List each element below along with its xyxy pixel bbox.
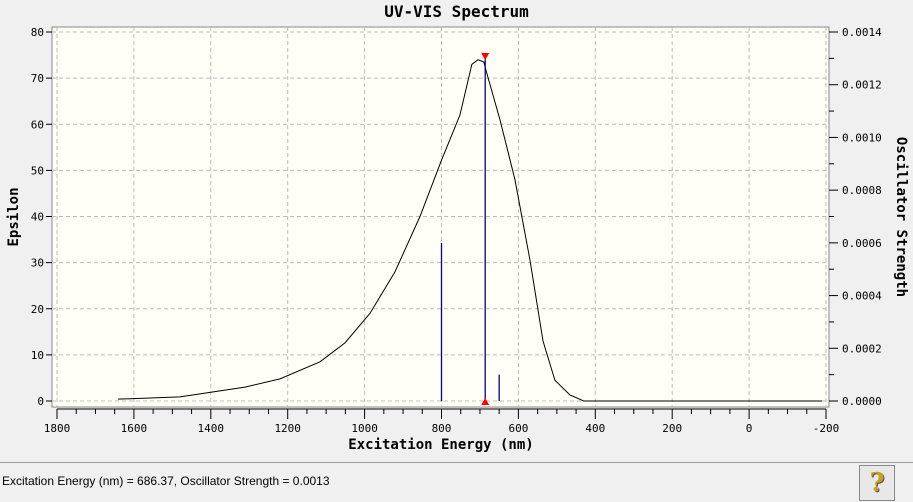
- y-tick-label: 70: [31, 72, 44, 85]
- x-tick-label: 400: [585, 422, 605, 435]
- y2-tick-label: 0.0006: [842, 237, 882, 250]
- x-tick-label: 1600: [121, 422, 148, 435]
- y-tick-label: 60: [31, 118, 44, 131]
- y2-tick-label: 0.0004: [842, 290, 882, 303]
- y2-tick-label: 0.0000: [842, 395, 882, 408]
- y2-tick-label: 0.0014: [842, 26, 882, 39]
- y2-tick-label: 0.0010: [842, 131, 882, 144]
- chart-title: UV-VIS Spectrum: [384, 2, 529, 21]
- help-button[interactable]: ?: [859, 465, 895, 501]
- y-axis-label: Epsilon: [6, 187, 22, 246]
- x-tick-label: 600: [508, 422, 528, 435]
- selection-marker-bottom: [481, 398, 490, 405]
- x-tick-label: 0: [746, 422, 753, 435]
- spectrum-curve: [118, 59, 823, 402]
- y-tick-label: 0: [37, 395, 44, 408]
- x-tick-label: 1000: [351, 422, 378, 435]
- y2-axis-label: Oscillator Strength: [893, 137, 909, 297]
- y-tick-label: 10: [31, 349, 44, 362]
- status-bar: Excitation Energy (nm) = 686.37, Oscilla…: [0, 462, 913, 502]
- status-text: Excitation Energy (nm) = 686.37, Oscilla…: [2, 474, 330, 488]
- x-tick-label: -200: [813, 422, 840, 435]
- y2-tick-label: 0.0002: [842, 342, 882, 355]
- y2-tick-label: 0.0008: [842, 184, 882, 197]
- y-tick-label: 80: [31, 26, 44, 39]
- x-tick-label: 1400: [198, 422, 225, 435]
- x-tick-label: 800: [432, 422, 452, 435]
- y-tick-label: 20: [31, 303, 44, 316]
- x-tick-label: 200: [662, 422, 682, 435]
- y2-tick-label: 0.0012: [842, 79, 882, 92]
- y-tick-label: 30: [31, 257, 44, 270]
- x-axis-label: Excitation Energy (nm): [348, 437, 533, 453]
- y-tick-label: 40: [31, 211, 44, 224]
- x-tick-label: 1200: [274, 422, 301, 435]
- y-tick-label: 50: [31, 164, 44, 177]
- uv-vis-chart[interactable]: 1800 1600 1400 1200 1000 800 600 400 200 0 -200 0 10…: [0, 0, 913, 462]
- selection-marker-top: [481, 53, 490, 60]
- x-tick-label: 1800: [44, 422, 71, 435]
